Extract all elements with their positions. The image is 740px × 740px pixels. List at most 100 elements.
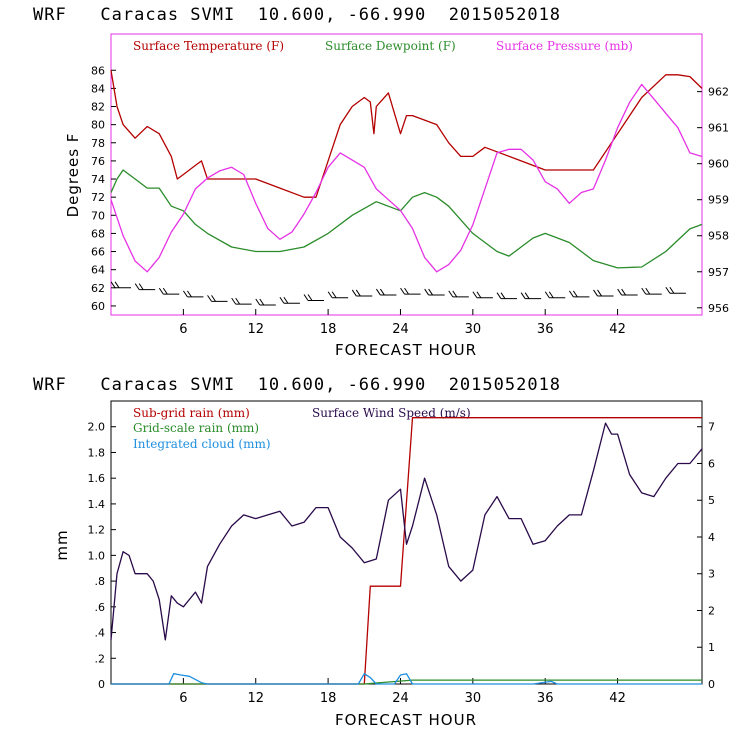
y2-tick-label: 6 — [708, 457, 715, 470]
wind-barb-flag — [211, 295, 216, 302]
x-tick-label: 36 — [537, 322, 554, 337]
wind-barb-flag — [283, 296, 289, 304]
x-tick-label: 42 — [609, 691, 626, 706]
wind-barb-flag — [379, 288, 385, 296]
legend-temperature: Surface Temperature (F) — [133, 39, 284, 53]
y-tick-label: 84 — [91, 82, 105, 95]
wind-barb-flag — [183, 290, 188, 298]
temperature-panel: WRF Caracas SVMI 10.600, -66.990 2015052… — [33, 5, 729, 359]
wind-barb-flag — [621, 288, 627, 296]
y-tick-label: 80 — [91, 119, 105, 132]
wind-barbs — [110, 281, 686, 306]
wind-barb-flag — [448, 290, 454, 298]
panel1-ylabel: Degrees F — [64, 133, 82, 218]
wind-barb-flag — [162, 287, 168, 295]
wind-barb-flag — [496, 292, 502, 299]
y2-tick-label: 959 — [708, 194, 729, 207]
y-tick-label: 64 — [91, 264, 105, 277]
panel1-x-axis: 6 12 18 24 30 36 42 — [179, 309, 626, 337]
y-tick-label: 1.0 — [88, 549, 106, 562]
panel2-left-axis: 0 .2 .4 .6 .8 1.0 1.2 1.4 1.6 1.8 2.0 — [88, 421, 116, 691]
wind-barb-flag — [572, 290, 578, 298]
panel2-frame — [110, 400, 703, 685]
y-tick-label: 86 — [91, 64, 105, 77]
x-tick-label: 24 — [392, 322, 409, 337]
y2-tick-label: 5 — [708, 494, 715, 507]
legend-wind-speed: Surface Wind Speed (m/s) — [312, 406, 471, 420]
panel1-xlabel: FORECAST HOUR — [335, 341, 477, 359]
y-tick-label: 70 — [91, 209, 105, 222]
y2-tick-label: 962 — [708, 86, 729, 99]
x-tick-label: 12 — [247, 691, 264, 706]
wind-barb-flag — [327, 291, 333, 299]
panel1-title: WRF Caracas SVMI 10.600, -66.990 2015052… — [33, 5, 561, 25]
panel2-x-axis: 6 12 18 24 30 36 42 — [179, 678, 626, 706]
y-tick-label: 2.0 — [88, 421, 106, 434]
series-line-surface-pressure-mb — [110, 83, 703, 273]
y-tick-label: 1.2 — [88, 524, 106, 537]
wind-barb-flag — [404, 287, 409, 295]
y2-tick-label: 7 — [708, 421, 715, 434]
wind-barb-flag — [303, 294, 309, 301]
y-tick-label: 0 — [98, 678, 105, 691]
y2-tick-label: 960 — [708, 158, 729, 171]
y-tick-label: 1.6 — [88, 472, 106, 485]
series-line-surface-dewpoint-f — [110, 169, 703, 269]
wind-barb-flag — [375, 288, 381, 296]
legend-integrated-cloud: Integrated cloud (mm) — [133, 437, 271, 451]
x-tick-label: 6 — [179, 691, 187, 706]
y-tick-label: .6 — [95, 601, 106, 614]
wind-barb-flag — [476, 291, 482, 299]
wind-barb-flag — [279, 296, 285, 304]
y-tick-label: .2 — [95, 652, 106, 665]
wind-barb-flag — [231, 297, 237, 305]
wind-barb-flag — [641, 287, 647, 295]
y2-tick-label: 961 — [708, 122, 729, 135]
y-tick-label: 68 — [91, 227, 105, 240]
legend-gridscale-rain: Grid-scale rain (mm) — [133, 421, 259, 435]
wind-barb-flag — [472, 291, 478, 299]
y-tick-label: .4 — [95, 627, 106, 640]
panel2-xlabel: FORECAST HOUR — [335, 711, 477, 729]
wind-barb-flag — [110, 281, 116, 289]
y2-tick-label: 2 — [708, 604, 715, 617]
panel2-ylabel: mm — [53, 529, 71, 560]
series-line-surface-temperature-f — [110, 70, 703, 198]
wind-barb-flag — [134, 283, 140, 290]
wind-barb-flag — [428, 288, 434, 296]
wind-barb-flag — [452, 290, 458, 298]
wind-barb-flag — [235, 297, 241, 305]
wind-barb-flag — [524, 292, 530, 299]
panel2-series — [110, 417, 703, 685]
panel1-frame — [110, 33, 703, 316]
x-tick-label: 30 — [465, 691, 482, 706]
series-line-surface-wind-speed-m-s — [110, 422, 703, 641]
y2-tick-label: 958 — [708, 230, 729, 243]
panel1-series — [110, 70, 703, 273]
wind-barb-flag — [500, 292, 506, 299]
y-tick-label: 72 — [91, 191, 105, 204]
x-tick-label: 6 — [179, 322, 187, 337]
wind-barb-flag — [331, 291, 337, 299]
wind-barb-flag — [207, 295, 212, 302]
wind-barb-flag — [114, 281, 120, 289]
x-tick-label: 36 — [537, 691, 554, 706]
y-tick-label: 82 — [91, 101, 105, 114]
y-tick-label: 1.8 — [88, 446, 106, 459]
wind-barb-flag — [645, 287, 651, 295]
wind-barb-flag — [158, 287, 164, 295]
y-tick-label: 74 — [91, 173, 105, 186]
wind-barb-flag — [351, 289, 357, 297]
wind-barb-flag — [138, 283, 144, 290]
series-line-integrated-cloud-mm — [111, 673, 702, 685]
y2-tick-label: 957 — [708, 266, 729, 279]
y-tick-label: 66 — [91, 246, 105, 259]
wind-barb-flag — [548, 291, 554, 299]
wind-barb-flag — [665, 286, 671, 294]
x-tick-label: 12 — [247, 322, 264, 337]
y-tick-label: 78 — [91, 137, 105, 150]
y2-tick-label: 1 — [708, 641, 715, 654]
y-tick-label: 62 — [91, 282, 105, 295]
y-tick-label: 76 — [91, 155, 105, 168]
